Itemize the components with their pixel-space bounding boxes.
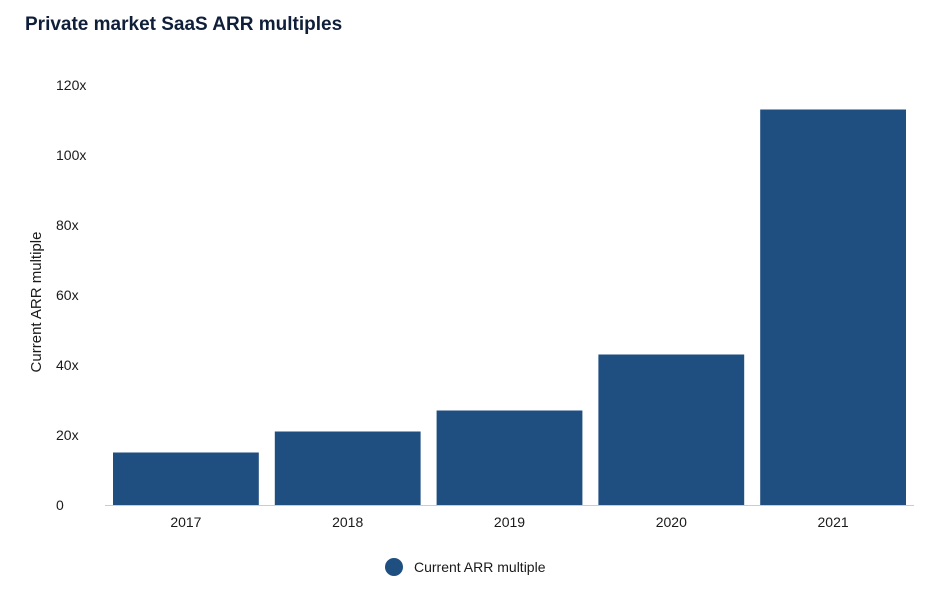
x-tick-label: 2018: [332, 514, 363, 530]
x-tick-label: 2020: [656, 514, 687, 530]
bar-2020: [598, 354, 745, 505]
bar-2018: [274, 431, 421, 505]
y-axis-title: Current ARR multiple: [28, 232, 45, 373]
bar-2017: [113, 452, 259, 505]
y-tick-label: 20x: [56, 427, 79, 443]
chart-title: Private market SaaS ARR multiples: [25, 14, 343, 35]
legend-swatch: [385, 558, 403, 576]
y-tick-label: 120x: [56, 77, 86, 93]
y-tick-label: 0: [56, 497, 64, 513]
bar-2019: [436, 410, 583, 505]
y-axis-ticks: 0 20x 40x 60x 80x 100x 120x: [56, 77, 86, 513]
x-tick-label: 2017: [170, 514, 201, 530]
y-tick-label: 40x: [56, 357, 79, 373]
bar-2021: [760, 109, 906, 505]
x-tick-label: 2021: [818, 514, 849, 530]
legend-label: Current ARR multiple: [414, 559, 546, 575]
legend: Current ARR multiple: [385, 558, 546, 576]
x-axis-ticks: 2017 2018 2019 2020 2021: [170, 514, 849, 530]
y-tick-label: 80x: [56, 217, 79, 233]
bars: [113, 109, 906, 505]
x-tick-label: 2019: [494, 514, 525, 530]
y-tick-label: 60x: [56, 287, 79, 303]
y-tick-label: 100x: [56, 147, 86, 163]
